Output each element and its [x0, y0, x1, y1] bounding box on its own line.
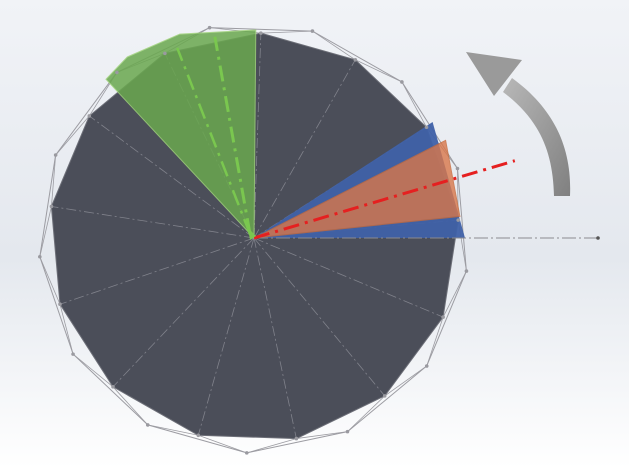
vertex-marker: [441, 315, 445, 319]
vertex-marker: [244, 451, 249, 455]
vertex-marker: [58, 302, 62, 307]
vertex-marker: [111, 384, 115, 389]
vertex-marker: [145, 423, 150, 427]
construction-link: [246, 438, 297, 454]
rotation-arrow-shaft: [503, 78, 571, 196]
construction-link: [198, 434, 247, 454]
construction-link: [384, 365, 427, 397]
spoke-line: [51, 206, 255, 239]
orange-sector-center-line: [253, 159, 516, 240]
vertex-marker: [353, 57, 358, 62]
construction-link: [59, 304, 74, 355]
vertex-markers: [38, 25, 469, 455]
construction-link: [426, 316, 444, 367]
spoke-line: [197, 237, 255, 436]
vertex-marker: [310, 29, 315, 33]
vertex-marker: [424, 125, 429, 130]
construction-link: [355, 59, 403, 83]
highlighted-sectors: [105, 29, 465, 240]
construction-link: [260, 30, 313, 34]
construction-link: [112, 386, 149, 426]
construction-link: [39, 206, 52, 257]
vertex-marker: [455, 166, 460, 171]
spoke-line: [253, 237, 386, 397]
vertex-marker: [38, 254, 42, 259]
vertex-marker: [196, 433, 201, 438]
vertex-marker: [294, 436, 299, 441]
construction-link: [401, 81, 427, 128]
vertex-marker: [207, 25, 212, 30]
vertex-marker: [87, 114, 92, 118]
vertex-marker: [345, 429, 350, 434]
construction-link: [347, 395, 385, 432]
vertex-marker: [71, 352, 75, 356]
construction-link: [51, 155, 57, 207]
vertex-marker: [53, 153, 58, 157]
vertex-marker: [163, 51, 167, 56]
center-marker: [248, 228, 256, 240]
orange-sector: [253, 139, 461, 239]
construction-link: [296, 431, 348, 439]
vertex-marker: [49, 204, 54, 209]
sector-center-lines: [176, 36, 516, 240]
vertex-marker: [259, 31, 263, 35]
rotation-arrow-icon: [466, 52, 571, 196]
green-sector: [105, 29, 257, 240]
reference-axis-endpoint: [596, 236, 600, 240]
construction-link: [72, 353, 114, 388]
spoke-line: [253, 237, 297, 439]
construction-link: [147, 424, 199, 436]
spoke-line: [253, 237, 444, 318]
spoke-line: [59, 237, 255, 305]
spoke-line: [112, 237, 255, 388]
construction-link: [442, 270, 467, 318]
outer-polygon-outline: [39, 27, 467, 454]
vertex-marker: [115, 70, 119, 75]
vertex-marker: [400, 80, 404, 84]
vertex-marker: [464, 269, 469, 273]
spoke-line: [253, 33, 262, 239]
green-sector-center-line: [213, 36, 252, 235]
vertex-marker: [456, 218, 461, 222]
construction-link: [312, 30, 356, 61]
rotation-arrow-head: [466, 52, 522, 96]
construction-link: [55, 115, 90, 156]
spoke-line: [89, 115, 255, 239]
spoke-line: [253, 59, 356, 239]
vertex-marker: [424, 364, 429, 368]
construction-link: [39, 256, 61, 305]
green-sector-center-line: [176, 47, 252, 235]
vertex-marker: [382, 394, 387, 398]
